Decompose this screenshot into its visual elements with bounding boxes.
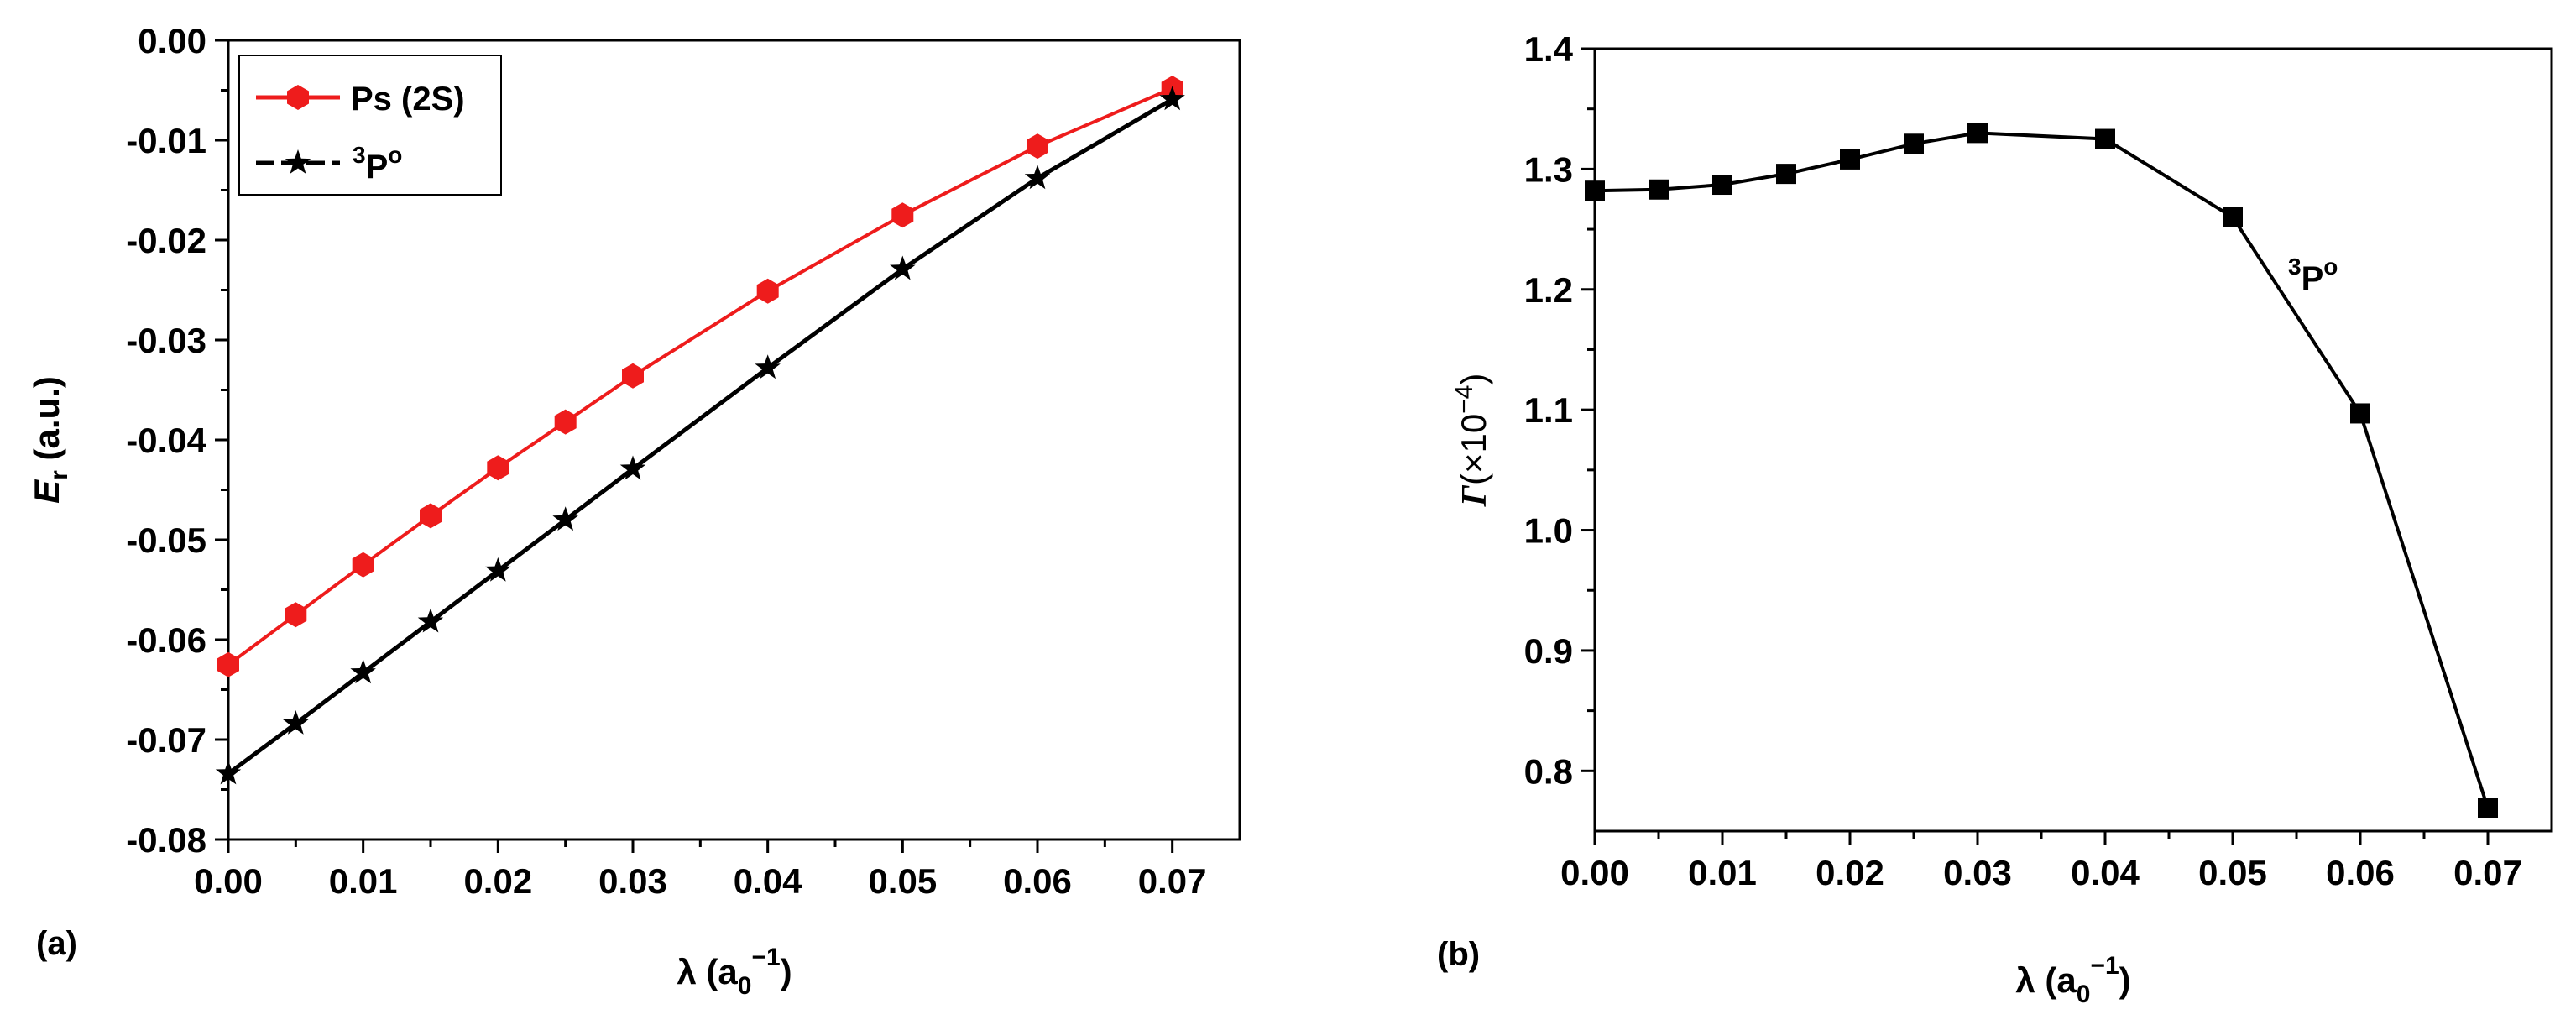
x-tick-label: 0.07 bbox=[2453, 853, 2522, 892]
data-point-marker bbox=[352, 552, 374, 578]
x-tick-label: 0.01 bbox=[1688, 853, 1757, 892]
y-tick-label: 0.00 bbox=[138, 21, 206, 60]
y-tick-label: 0.9 bbox=[1524, 631, 1573, 671]
y-tick-label: 1.4 bbox=[1524, 29, 1574, 69]
y-tick-label: -0.01 bbox=[126, 121, 206, 160]
data-point-marker bbox=[552, 506, 578, 531]
panel-b-y-axis-title: Γ(×10−4) bbox=[1450, 374, 1494, 508]
data-point-marker bbox=[417, 608, 444, 633]
y-tick-label: 1.1 bbox=[1524, 390, 1573, 430]
data-point-marker bbox=[2478, 798, 2498, 818]
panel-a-ticks bbox=[215, 39, 1174, 853]
data-point-marker bbox=[622, 363, 644, 389]
legend-marker-star bbox=[285, 149, 311, 174]
panel-a-x-tick-labels: 0.00 0.01 0.02 0.03 0.04 0.05 0.06 0.07 bbox=[194, 861, 1206, 901]
x-tick-label: 0.03 bbox=[598, 861, 667, 901]
x-tick-label: 0.04 bbox=[734, 861, 802, 901]
panel-label-a: (a) bbox=[36, 925, 77, 962]
y-tick-label: -0.08 bbox=[126, 820, 206, 860]
data-point-marker bbox=[755, 354, 781, 379]
panel-a-y-axis-title: Er (a.u.) bbox=[27, 376, 73, 504]
legend-label-ps2s: Ps (2S) bbox=[351, 81, 465, 118]
panel-label-b: (b) bbox=[1437, 936, 1480, 973]
data-point-marker bbox=[1967, 123, 1988, 144]
data-point-marker bbox=[2095, 128, 2115, 149]
panel-a-y-tick-labels: 0.00 -0.01 -0.02 -0.03 -0.04 -0.05 -0.06… bbox=[126, 21, 206, 860]
panel-a-series bbox=[215, 76, 1185, 785]
panel-b: 1.4 1.3 1.2 1.1 1.0 0.9 0.8 0.00 0.01 0.… bbox=[1437, 29, 2553, 1008]
data-point-marker bbox=[350, 659, 376, 684]
y-tick-label: -0.02 bbox=[126, 221, 206, 260]
data-point-marker bbox=[285, 602, 307, 628]
data-point-marker bbox=[554, 409, 577, 435]
y-tick-label: 1.2 bbox=[1524, 270, 1573, 310]
data-point-marker bbox=[217, 651, 239, 677]
x-tick-label: 0.05 bbox=[868, 861, 937, 901]
data-point-marker bbox=[1585, 180, 1605, 201]
x-tick-label: 0.00 bbox=[194, 861, 263, 901]
panel-a-x-axis-title: λ (a0−1) bbox=[677, 944, 792, 1000]
panel-b-plot-frame bbox=[1593, 47, 2553, 833]
panel-b-x-axis-title: λ (a0−1) bbox=[2015, 952, 2130, 1008]
y-tick-label: 0.8 bbox=[1524, 751, 1573, 791]
y-tick-label: -0.06 bbox=[126, 620, 206, 660]
x-tick-label: 0.03 bbox=[1943, 853, 2012, 892]
x-tick-label: 0.00 bbox=[1560, 853, 1629, 892]
panel-b-y-tick-labels: 1.4 1.3 1.2 1.1 1.0 0.9 0.8 bbox=[1524, 29, 1574, 791]
annotation-3po: 3Po bbox=[2288, 254, 2338, 297]
data-point-marker bbox=[1776, 164, 1796, 185]
x-tick-label: 0.02 bbox=[1816, 853, 1884, 892]
legend-label-3po: 3Po bbox=[353, 142, 402, 186]
panel-a: 0.00 -0.01 -0.02 -0.03 -0.04 -0.05 -0.06… bbox=[27, 21, 1241, 1000]
data-point-marker bbox=[2223, 207, 2243, 227]
data-point-marker bbox=[2350, 403, 2370, 424]
x-tick-label: 0.07 bbox=[1138, 861, 1207, 901]
data-point-marker bbox=[1027, 133, 1048, 160]
panel-b-x-tick-labels: 0.00 0.01 0.02 0.03 0.04 0.05 0.06 0.07 bbox=[1560, 853, 2522, 892]
x-tick-label: 0.04 bbox=[2071, 853, 2140, 892]
x-tick-label: 0.05 bbox=[2198, 853, 2267, 892]
y-tick-label: -0.05 bbox=[126, 520, 206, 560]
data-point-marker bbox=[283, 710, 309, 735]
y-tick-label: -0.03 bbox=[126, 321, 206, 360]
x-tick-label: 0.06 bbox=[2326, 853, 2395, 892]
y-tick-label: 1.3 bbox=[1524, 149, 1573, 189]
data-point-marker bbox=[1712, 175, 1732, 196]
x-tick-label: 0.06 bbox=[1003, 861, 1072, 901]
data-point-marker bbox=[1159, 86, 1185, 111]
legend-box bbox=[238, 55, 502, 196]
y-tick-label: -0.04 bbox=[126, 421, 206, 460]
data-point-marker bbox=[1840, 149, 1860, 170]
data-point-marker bbox=[485, 557, 511, 582]
data-point-marker bbox=[890, 255, 916, 280]
data-point-marker bbox=[1904, 133, 1924, 154]
panel-b-series bbox=[1585, 123, 2498, 818]
y-tick-label: -0.07 bbox=[126, 720, 206, 760]
data-point-marker bbox=[215, 760, 242, 785]
data-point-marker bbox=[891, 202, 914, 228]
series-line bbox=[1594, 131, 2490, 809]
data-point-marker bbox=[1024, 165, 1051, 190]
y-tick-label: 1.0 bbox=[1524, 511, 1573, 551]
panel-b-ticks bbox=[1581, 47, 2490, 845]
x-tick-label: 0.02 bbox=[463, 861, 532, 901]
legend: Ps (2S) 3Po bbox=[238, 55, 502, 196]
data-point-marker bbox=[420, 503, 442, 529]
data-point-marker bbox=[487, 455, 509, 481]
data-point-marker bbox=[619, 455, 646, 480]
legend-marker-hexagon bbox=[287, 85, 309, 110]
data-point-marker bbox=[1649, 179, 1669, 200]
data-point-marker bbox=[756, 278, 779, 304]
x-tick-label: 0.01 bbox=[329, 861, 398, 901]
